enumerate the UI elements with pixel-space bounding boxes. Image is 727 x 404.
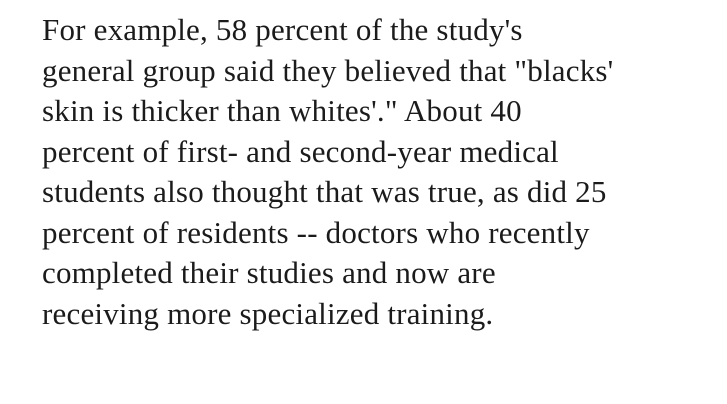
text-line: receiving more specialized training. (42, 295, 494, 331)
text-line: percent of first- and second-year medica… (42, 133, 559, 169)
text-line: For example, 58 percent of the study's (42, 12, 523, 47)
paragraph: For example, 58 percent of the study's ge… (42, 10, 722, 334)
text-line: general group said they believed that "b… (42, 52, 614, 88)
text-line: completed their studies and now are (42, 255, 496, 290)
text-line: skin is thicker than whites'." About 40 (42, 93, 522, 128)
text-line: percent of residents -- doctors who rece… (42, 214, 590, 250)
text-line: students also thought that was true, as … (42, 174, 607, 209)
